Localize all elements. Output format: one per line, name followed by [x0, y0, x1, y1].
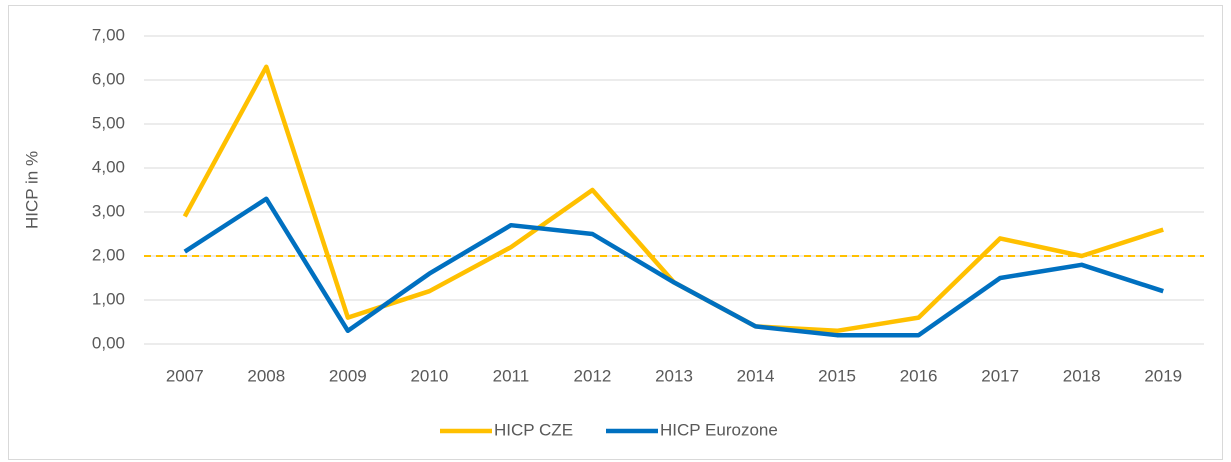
x-tick-label: 2011: [493, 366, 530, 385]
y-axis-label: HICP in %: [22, 151, 41, 229]
x-tick-label: 2013: [655, 366, 693, 385]
legend-label: HICP Eurozone: [660, 420, 778, 439]
x-tick-label: 2019: [1144, 366, 1182, 385]
y-tick-label: 0,00: [92, 333, 125, 352]
x-tick-label: 2017: [981, 366, 1019, 385]
y-tick-label: 3,00: [92, 201, 125, 220]
x-tick-label: 2016: [900, 366, 938, 385]
y-tick-label: 2,00: [92, 245, 125, 264]
x-tick-label: 2014: [737, 366, 775, 385]
y-tick-label: 7,00: [92, 25, 125, 44]
x-tick-label: 2010: [410, 366, 448, 385]
x-tick-label: 2018: [1063, 366, 1101, 385]
legend-label: HICP CZE: [494, 420, 573, 439]
x-tick-label: 2012: [574, 366, 612, 385]
y-tick-label: 4,00: [92, 157, 125, 176]
x-tick-label: 2007: [166, 366, 204, 385]
x-tick-label: 2015: [818, 366, 856, 385]
x-tick-label: 2008: [247, 366, 285, 385]
y-tick-label: 1,00: [92, 289, 125, 308]
chart-border: [8, 5, 1223, 460]
y-tick-label: 6,00: [92, 69, 125, 88]
y-tick-label: 5,00: [92, 113, 125, 132]
x-tick-label: 2009: [329, 366, 367, 385]
series-line: [183, 196, 1164, 338]
